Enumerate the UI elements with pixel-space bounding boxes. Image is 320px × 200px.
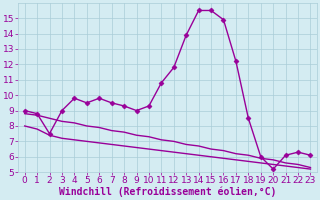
X-axis label: Windchill (Refroidissement éolien,°C): Windchill (Refroidissement éolien,°C)	[59, 187, 276, 197]
